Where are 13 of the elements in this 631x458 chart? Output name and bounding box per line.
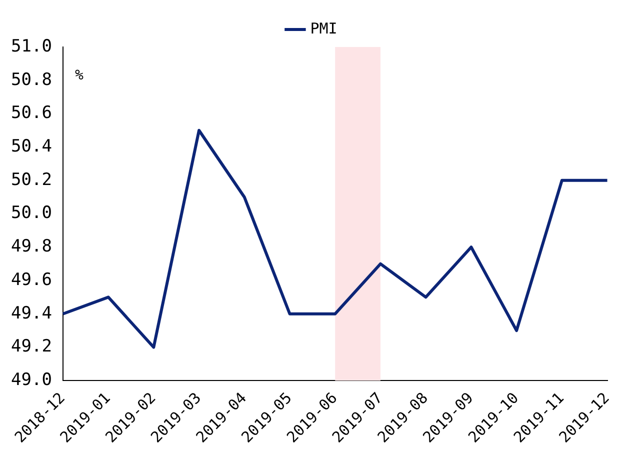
y-tick-label: 50.6 [10, 103, 52, 124]
y-axis-title: % [74, 68, 84, 84]
y-tick-label: 49.8 [10, 236, 52, 257]
y-tick-label: 49.2 [10, 336, 52, 357]
y-tick-label: 50.0 [10, 203, 52, 224]
y-tick-label: 50.2 [10, 170, 52, 190]
legend-label: PMI [310, 19, 338, 38]
y-tick-label: 49.4 [10, 303, 52, 324]
y-tick-label: 50.4 [10, 136, 52, 156]
y-tick-label: 49.6 [10, 270, 52, 290]
y-tick-label: 50.8 [10, 70, 52, 90]
y-tick-label: 51.0 [10, 36, 52, 56]
y-tick-label: 49.0 [10, 370, 52, 390]
